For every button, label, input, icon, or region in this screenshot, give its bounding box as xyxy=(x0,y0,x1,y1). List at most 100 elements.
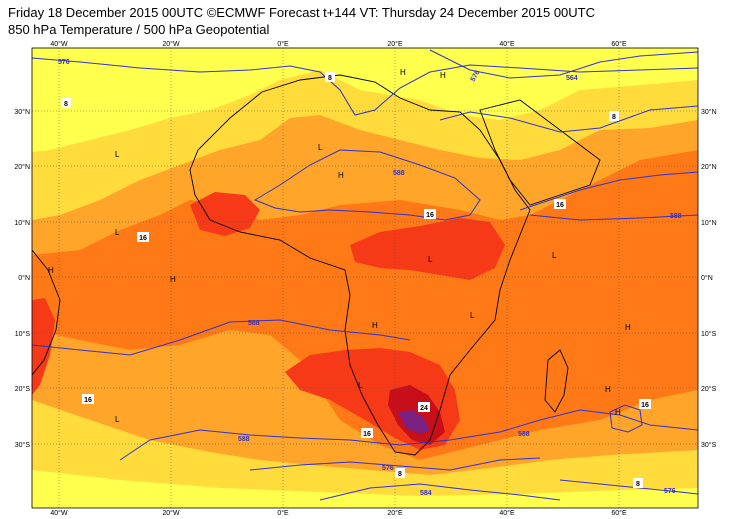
pressure-mark: L xyxy=(115,150,120,159)
geo-label: 564 xyxy=(566,75,578,82)
contour-564-north xyxy=(429,49,698,79)
temp-label: 16 xyxy=(84,397,92,404)
lon-ticks-bottom: 40°W 20°W 0°E 20°E 40°E 60°E xyxy=(50,509,627,517)
lat-tick-label: 10°S xyxy=(701,330,717,338)
lat-tick-label: 20°N xyxy=(701,163,717,171)
africa-coastline xyxy=(189,74,531,456)
pressure-mark: H xyxy=(400,68,406,77)
contour-564-south xyxy=(319,483,561,501)
lon-tick-label: 60°E xyxy=(611,40,627,48)
temp-label: 8 xyxy=(636,481,640,488)
pressure-mark: L xyxy=(470,311,475,320)
temp-label: 16 xyxy=(641,402,649,409)
temp-label: 8 xyxy=(612,114,616,121)
lat-tick-label: 0°N xyxy=(18,274,30,282)
pressure-mark: L xyxy=(318,143,323,152)
lon-tick-label: 0°E xyxy=(277,509,289,517)
lon-tick-label: 60°E xyxy=(611,509,627,517)
lat-tick-label: 30°N xyxy=(14,108,30,116)
map-frame xyxy=(31,47,699,509)
geo-label: 588 xyxy=(393,170,405,177)
geopotential-contours xyxy=(32,49,698,501)
pressure-mark: H xyxy=(615,408,621,417)
lat-tick-label: 30°S xyxy=(15,441,31,449)
lon-tick-label: 40°E xyxy=(499,509,515,517)
contour-588-south xyxy=(32,319,411,356)
geo-label: 576 xyxy=(664,488,676,495)
chart-title: Friday 18 December 2015 00UTC ©ECMWF For… xyxy=(8,5,595,20)
lat-tick-label: 20°N xyxy=(14,163,30,171)
geo-label: 576 xyxy=(58,59,70,66)
temperature-labels: 8 8 8 16 16 16 16 16 16 24 8 8 xyxy=(61,72,651,488)
grid xyxy=(32,48,698,508)
chart-subtitle: 850 hPa Temperature / 500 hPa Geopotenti… xyxy=(8,22,270,37)
contour-madagascar-loop xyxy=(609,404,643,433)
geo-label: 576 xyxy=(470,69,482,83)
geo-label: 588 xyxy=(248,320,260,327)
temp-label: 8 xyxy=(328,75,332,82)
contour-576-north xyxy=(32,57,698,116)
temp-label: 16 xyxy=(363,431,371,438)
lat-tick-label: 10°N xyxy=(701,219,717,227)
temp-patch-24-28-central xyxy=(350,218,505,280)
lon-tick-label: 40°W xyxy=(50,40,68,48)
pressure-mark: H xyxy=(625,323,631,332)
lon-tick-label: 0°E xyxy=(277,40,289,48)
lat-tick-label: 10°S xyxy=(15,330,31,338)
pressure-mark: H xyxy=(605,385,611,394)
temp-patch-gt-32 xyxy=(398,410,430,434)
temp-label: 24 xyxy=(420,405,428,412)
arabia-coastline xyxy=(479,99,601,206)
temp-band-8-16-south xyxy=(32,400,698,508)
lon-tick-label: 40°E xyxy=(499,40,515,48)
temp-label: 16 xyxy=(426,212,434,219)
lat-ticks-left: 30°N 20°N 10°N 0°N 10°S 20°S 30°S xyxy=(14,108,30,449)
temp-label: 8 xyxy=(64,101,68,108)
pressure-mark: L xyxy=(115,228,120,237)
pressure-mark: L xyxy=(115,415,120,424)
contour-588-southern xyxy=(119,409,698,461)
pressure-mark: L xyxy=(358,381,363,390)
temp-label: 8 xyxy=(398,471,402,478)
temp-band-lt-8-north xyxy=(32,48,698,152)
lon-tick-label: 20°W xyxy=(162,509,180,517)
contour-576-arabia xyxy=(439,105,698,133)
temp-band-lt-8-south xyxy=(32,470,698,508)
geopotential-labels: 576 564 576 588 588 588 588 588 576 584 … xyxy=(58,59,682,497)
lat-tick-label: 0°N xyxy=(701,274,713,282)
temp-label: 16 xyxy=(556,202,564,209)
lon-ticks-top: 40°W 20°W 0°E 20°E 40°E 60°E xyxy=(50,40,627,48)
contour-576-south xyxy=(249,457,541,471)
lat-tick-label: 30°N xyxy=(701,108,717,116)
pressure-mark: H xyxy=(170,275,176,284)
geo-label: 588 xyxy=(518,431,530,438)
contour-588-east xyxy=(519,171,698,211)
lon-tick-label: 20°E xyxy=(387,509,403,517)
lat-tick-label: 20°S xyxy=(701,385,717,393)
contour-588-north xyxy=(253,149,481,221)
geo-label: 588 xyxy=(238,436,250,443)
lat-tick-label: 10°N xyxy=(14,219,30,227)
temperature-field xyxy=(32,48,698,508)
coastlines xyxy=(32,74,601,456)
geo-label: 576 xyxy=(382,465,394,472)
contour-588-tropic xyxy=(529,214,698,221)
temp-label: 16 xyxy=(139,235,147,242)
pressure-mark: H xyxy=(440,71,446,80)
pressure-marks: H H L L H L H H L L H H L H L L H xyxy=(48,68,631,424)
lon-tick-label: 20°W xyxy=(162,40,180,48)
south-america-coastline xyxy=(32,249,61,376)
pressure-mark: L xyxy=(552,251,557,260)
lon-tick-label: 20°E xyxy=(387,40,403,48)
geo-label: 588 xyxy=(670,213,682,220)
madagascar-coastline xyxy=(544,349,569,413)
lat-ticks-right: 30°N 20°N 10°N 0°N 10°S 20°S 30°S xyxy=(701,108,717,449)
pressure-mark: H xyxy=(372,321,378,330)
lat-tick-label: 30°S xyxy=(701,441,717,449)
pressure-mark: H xyxy=(48,266,54,275)
lon-tick-label: 40°W xyxy=(50,509,68,517)
pressure-mark: H xyxy=(338,171,344,180)
pressure-mark: L xyxy=(428,255,433,264)
geo-label: 584 xyxy=(420,490,432,497)
